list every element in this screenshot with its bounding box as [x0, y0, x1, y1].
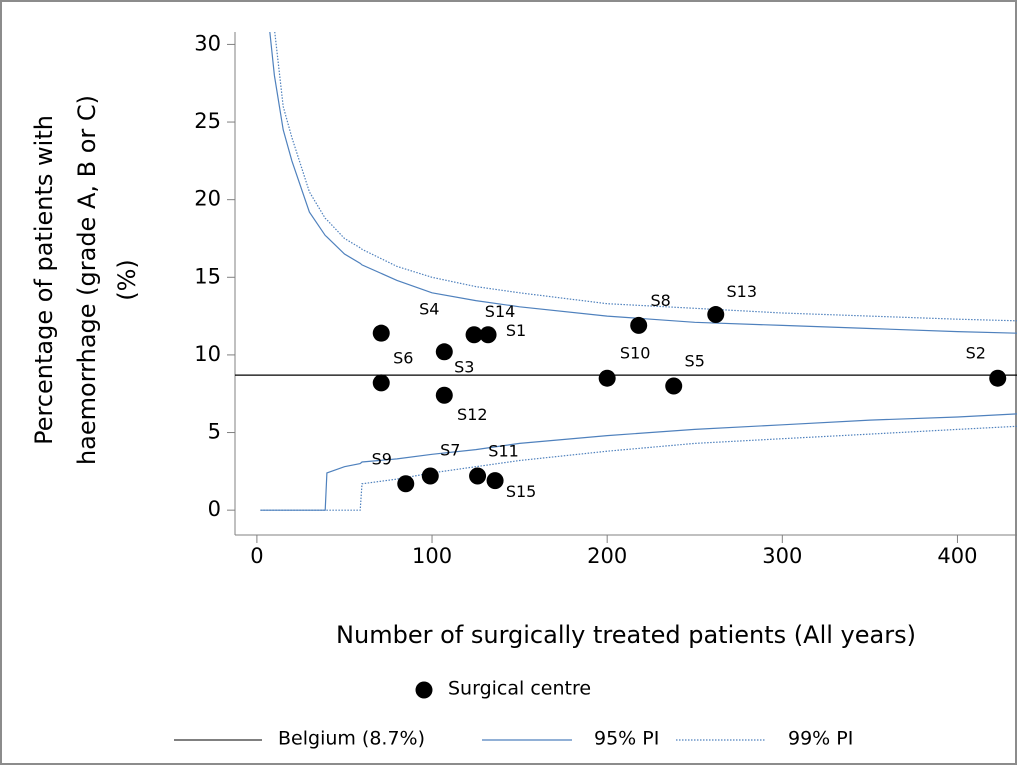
point-label: S15	[506, 482, 537, 501]
x-tick-label: 200	[587, 544, 627, 568]
point-label: S2	[966, 344, 986, 363]
point-label: S1	[506, 321, 526, 340]
centre-point	[397, 475, 415, 493]
point-label: S13	[727, 282, 758, 301]
x-tick-label: 300	[762, 544, 802, 568]
centre-point	[989, 369, 1007, 387]
x-tick-label: 400	[937, 544, 977, 568]
legend-label: Surgical centre	[448, 678, 591, 700]
centre-point	[707, 306, 725, 324]
centre-point	[479, 326, 497, 344]
point-label: S9	[372, 449, 392, 468]
y-tick-label: 25	[194, 109, 221, 133]
y-tick-label: 30	[194, 31, 221, 55]
point-label: S14	[485, 302, 516, 321]
y-axis-title-line: haemorrhage (grade A, B or C)	[73, 95, 101, 465]
centre-point	[465, 326, 483, 344]
x-axis-title: Number of surgically treated patients (A…	[336, 621, 916, 649]
point-label: S5	[685, 351, 705, 370]
y-axis-title-line: Percentage of patients with	[30, 115, 58, 445]
centre-point	[630, 316, 648, 334]
point-label: S10	[620, 344, 651, 363]
centre-point	[372, 374, 390, 392]
legend-label: 95% PI	[594, 728, 659, 750]
point-label: S7	[440, 441, 460, 460]
centre-point	[421, 467, 439, 485]
legend-marker	[415, 681, 433, 699]
centre-point	[435, 343, 453, 361]
plot-area	[235, 32, 1017, 511]
pi-curve	[260, 413, 1017, 511]
y-tick-label: 0	[208, 497, 221, 521]
legend-label: Belgium (8.7%)	[278, 728, 425, 750]
centre-point	[469, 467, 487, 485]
pi-curve	[274, 32, 1017, 322]
legend: Surgical centre Belgium (8.7%) 95% PI 99% P…	[174, 678, 853, 750]
centre-point	[372, 324, 390, 342]
x-tick-label: 0	[250, 544, 263, 568]
pi-curve	[269, 32, 1017, 334]
centre-point	[486, 472, 504, 490]
centre-point	[435, 386, 453, 404]
point-label: S4	[419, 300, 439, 319]
y-tick-label: 10	[194, 342, 221, 366]
y-tick-label: 20	[194, 187, 221, 211]
point-label: S11	[488, 442, 519, 461]
point-label: S3	[454, 357, 474, 376]
x-tick-label: 100	[412, 544, 452, 568]
y-axis-title: Percentage of patients with haemorrhage …	[30, 95, 141, 465]
centre-point	[665, 377, 683, 395]
legend-label: 99% PI	[788, 728, 853, 750]
point-label: S6	[393, 348, 413, 367]
y-tick-label: 15	[194, 264, 221, 288]
pi-curve	[260, 425, 1017, 511]
point-label: S12	[457, 405, 488, 424]
y-axis-title-line: (%)	[113, 259, 141, 301]
centre-point	[598, 369, 616, 387]
point-label: S8	[651, 291, 671, 310]
y-tick-label: 5	[208, 420, 221, 444]
